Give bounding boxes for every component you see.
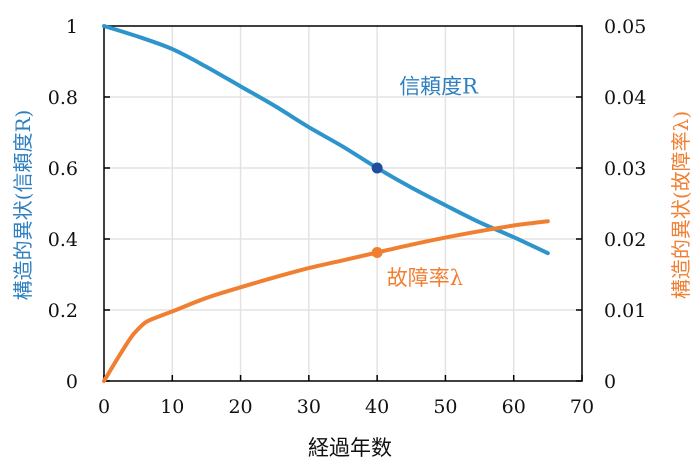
- series-line-reliability: [102, 24, 550, 256]
- highlight-marker: [371, 246, 383, 258]
- y-left-tick-label: 0.8: [48, 87, 78, 109]
- series-line-failure-rate: [102, 219, 550, 383]
- highlight-marker: [371, 162, 383, 174]
- x-tick-label: 20: [228, 396, 252, 418]
- y-right-tick-label: 0.01: [604, 300, 646, 322]
- y-left-tick-label: 0: [66, 371, 78, 393]
- y-left-axis-label: 構造的異状(信頼度R): [11, 110, 35, 301]
- x-tick-label: 0: [98, 396, 110, 418]
- y-right-axis-label: 構造的異状(故障率λ): [669, 111, 693, 299]
- x-axis-label: 経過年数: [308, 436, 392, 460]
- x-tick-label: 50: [433, 396, 457, 418]
- y-left-tick-label: 1: [66, 16, 78, 38]
- y-left-tick-label: 0.2: [48, 300, 78, 322]
- series-annotation: 故障率λ: [387, 266, 463, 290]
- x-tick-label: 10: [160, 396, 184, 418]
- y-left-tick-label: 0.6: [48, 158, 78, 180]
- x-tick-label: 30: [297, 396, 321, 418]
- series-annotation: 信頼度R: [399, 74, 479, 98]
- y-right-tick-label: 0.02: [604, 229, 646, 251]
- x-tick-label: 60: [502, 396, 526, 418]
- y-right-tick-label: 0: [604, 371, 616, 393]
- y-right-tick-label: 0.03: [604, 158, 646, 180]
- y-right-tick-label: 0.05: [604, 16, 646, 38]
- y-left-tick-label: 0.4: [48, 229, 78, 251]
- x-tick-label: 70: [570, 396, 594, 418]
- y-right-tick-label: 0.04: [604, 87, 646, 109]
- x-tick-label: 40: [365, 396, 389, 418]
- plot-frame: [103, 25, 583, 382]
